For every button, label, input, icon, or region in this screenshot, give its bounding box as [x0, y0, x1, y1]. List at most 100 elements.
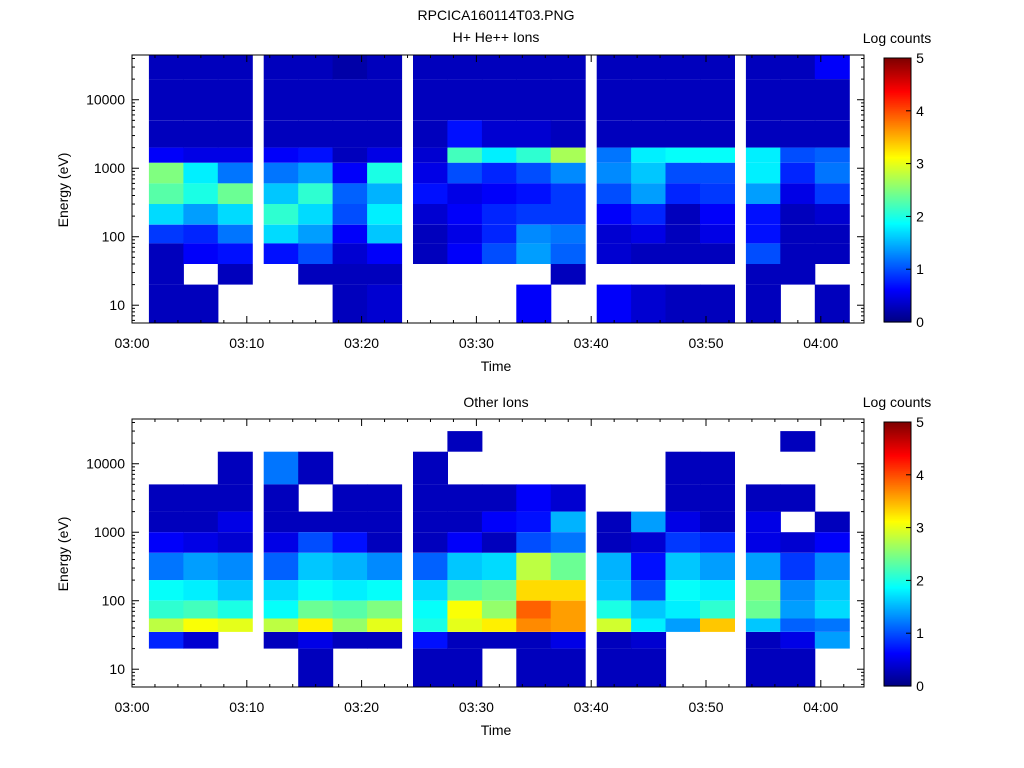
heatmap-cell — [367, 204, 403, 225]
heatmap-cell — [298, 511, 334, 533]
colorbar-swatch — [884, 460, 911, 463]
colorbar-swatch — [884, 654, 911, 657]
colorbar-swatch — [884, 604, 911, 607]
colorbar-swatch — [884, 158, 911, 161]
heatmap-cell — [447, 243, 483, 264]
heatmap-cell — [550, 552, 586, 581]
colorbar-swatch — [884, 136, 911, 139]
colorbar-swatch — [884, 500, 911, 503]
colorbar-swatch — [884, 468, 911, 471]
heatmap-cell — [780, 243, 816, 264]
colorbar-swatch — [884, 524, 911, 527]
heatmap-cell — [631, 55, 667, 80]
heatmap-cell — [665, 224, 701, 244]
colorbar-swatch — [884, 126, 911, 129]
heatmap-cell — [745, 243, 781, 264]
heatmap-cell — [780, 618, 816, 632]
colorbar-swatch — [884, 76, 911, 79]
colorbar-swatch — [884, 132, 911, 135]
colorbar-swatch — [884, 242, 911, 245]
colorbar-tick-label: 2 — [916, 572, 924, 588]
heatmap-cell — [148, 224, 184, 244]
heatmap-cell — [263, 55, 299, 80]
colorbar-swatch — [884, 580, 911, 583]
heatmap-cell — [217, 55, 253, 80]
colorbar-swatch — [884, 650, 911, 653]
colorbar-swatch — [884, 170, 911, 173]
heatmap-cell — [217, 79, 253, 121]
colorbar-swatch — [884, 678, 911, 681]
x-tick-label: 03:30 — [459, 335, 494, 351]
heatmap-cell — [183, 183, 219, 204]
heatmap-cell — [263, 618, 299, 632]
colorbar-swatch — [884, 112, 911, 115]
heatmap-cell — [745, 204, 781, 225]
colorbar-swatch — [884, 676, 911, 679]
heatmap-cell — [263, 532, 299, 553]
heatmap-cell — [447, 120, 483, 148]
heatmap-cell — [596, 162, 632, 184]
heatmap-cell — [780, 120, 816, 148]
colorbar-swatch — [884, 300, 911, 303]
colorbar-swatch — [884, 148, 911, 151]
heatmap-cell — [367, 79, 403, 121]
heatmap-cells — [148, 55, 850, 323]
heatmap-cell — [780, 224, 816, 244]
colorbar-swatch — [884, 476, 911, 479]
colorbar-swatch — [884, 610, 911, 613]
heatmap-cell — [780, 147, 816, 163]
heatmap-cell — [447, 224, 483, 244]
colorbar-swatch — [884, 106, 911, 109]
heatmap-cell — [481, 79, 517, 121]
heatmap-cell — [148, 511, 184, 533]
colorbar-swatch — [884, 108, 911, 111]
heatmap-cell — [298, 632, 334, 649]
heatmap-cell — [700, 162, 735, 184]
heatmap-cell — [298, 204, 334, 225]
colorbar-swatch — [884, 196, 911, 199]
colorbar-swatch — [884, 478, 911, 481]
colorbar-swatch — [884, 674, 911, 677]
heatmap-cell — [217, 120, 253, 148]
colorbar-swatch — [884, 638, 911, 641]
colorbar: 0 1 2 3 4 5 — [883, 50, 924, 330]
heatmap-cell — [332, 484, 368, 512]
heatmap-cell — [700, 284, 735, 323]
colorbar-swatch — [884, 102, 911, 105]
y-tick-label: 100 — [102, 593, 126, 609]
colorbar-swatch — [884, 596, 911, 599]
colorbar-swatch — [884, 180, 911, 183]
colorbar-swatch — [884, 292, 911, 295]
heatmap-cell — [516, 580, 552, 601]
colorbar-swatch — [884, 310, 911, 313]
colorbar-frame — [883, 421, 912, 687]
heatmap-cell — [298, 55, 334, 80]
heatmap-cell — [413, 511, 448, 533]
colorbar-swatch — [884, 634, 911, 637]
colorbar-swatch — [884, 570, 911, 573]
heatmap-cell — [413, 147, 448, 163]
heatmap-cell — [516, 224, 552, 244]
heatmap-cell — [550, 600, 586, 619]
heatmap-cell — [516, 183, 552, 204]
heatmap-cell — [745, 284, 781, 323]
heatmap-cell — [148, 284, 184, 323]
colorbar-swatch — [884, 488, 911, 491]
heatmap-cell — [516, 147, 552, 163]
colorbar-swatch — [884, 522, 911, 525]
heatmap-cell — [596, 600, 632, 619]
heatmap-cell — [183, 120, 219, 148]
colorbar-swatch — [884, 216, 911, 219]
colorbar-swatch — [884, 616, 911, 619]
colorbar-tick-label: 4 — [916, 467, 924, 483]
heatmap-cell — [148, 55, 184, 80]
heatmap-cell — [447, 511, 483, 533]
colorbar-swatch — [884, 212, 911, 215]
colorbar-title: Log counts — [863, 30, 932, 46]
colorbar-swatch — [884, 252, 911, 255]
heatmap-cell — [631, 632, 667, 649]
heatmap-cell — [665, 147, 701, 163]
heatmap-cell — [596, 183, 632, 204]
colorbar-swatch — [884, 518, 911, 521]
heatmap-cell — [481, 552, 517, 581]
